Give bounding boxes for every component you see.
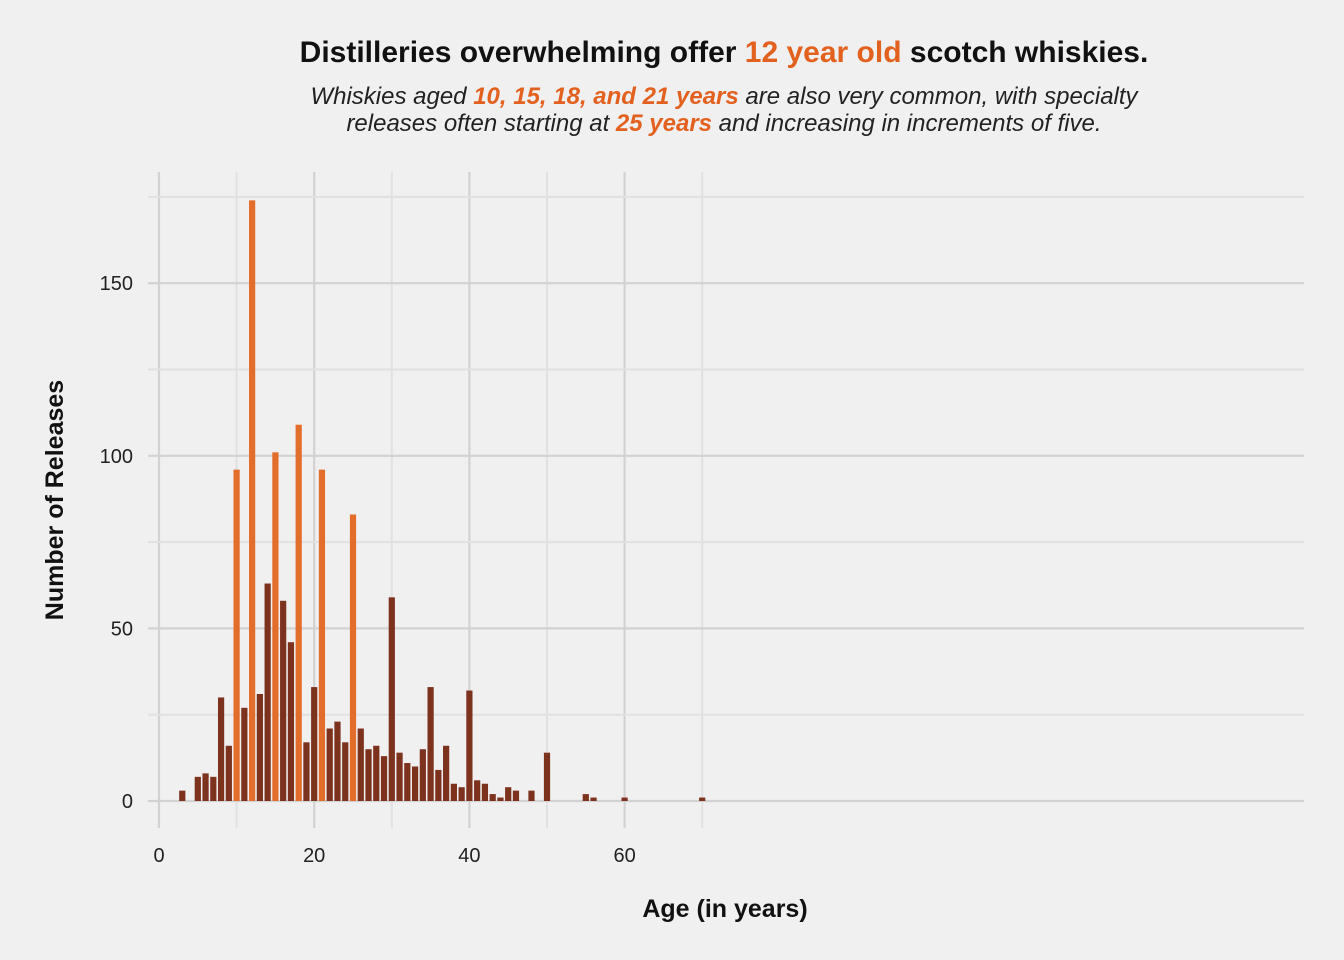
subtitle-line-2-end: and increasing in increments of five. <box>712 110 1102 137</box>
bar-age-70 <box>699 797 706 801</box>
bar-age-60 <box>621 797 628 801</box>
bar-age-19 <box>303 742 310 801</box>
x-tick-label: 60 <box>613 845 635 867</box>
bar-age-34 <box>419 749 426 801</box>
y-tick-label: 50 <box>111 618 133 640</box>
bar-age-46 <box>512 790 520 801</box>
bar-age-41 <box>474 780 481 801</box>
subtitle-line-1-start: Whiskies aged <box>310 83 474 110</box>
chart-title: Distilleries overwhelming offer 12 year … <box>0 36 1344 70</box>
bar-age-24 <box>342 742 349 801</box>
bar-age-40 <box>466 690 473 801</box>
bar-age-16 <box>280 600 287 801</box>
subtitle-line-2: releases often starting at 25 years and … <box>0 110 1344 137</box>
bar-age-18 <box>295 424 302 801</box>
bar-age-28 <box>373 745 380 801</box>
bar-age-38 <box>450 783 457 801</box>
subtitle-line-1: Whiskies aged 10, 15, 18, and 21 years a… <box>0 83 1344 110</box>
chart-subtitle: Whiskies aged 10, 15, 18, and 21 years a… <box>0 83 1344 137</box>
subtitle-line-2-start: releases often starting at <box>346 110 616 137</box>
bar-age-14 <box>264 583 271 801</box>
y-tick-label: 100 <box>100 446 133 468</box>
bar-age-39 <box>458 787 465 801</box>
y-tick-label: 0 <box>122 791 133 813</box>
x-tick-label: 0 <box>153 845 164 867</box>
bar-age-21 <box>318 469 326 801</box>
bar-age-25 <box>349 514 357 801</box>
bar-age-50 <box>543 752 551 801</box>
bar-age-12 <box>249 200 256 802</box>
bar-age-11 <box>241 707 248 801</box>
bar-age-45 <box>505 787 512 801</box>
bar-age-8 <box>217 697 225 801</box>
bar-age-31 <box>396 752 403 801</box>
bar-age-33 <box>411 766 419 801</box>
bar-age-36 <box>435 769 442 801</box>
title-text-start: Distilleries overwhelming offer <box>299 36 745 69</box>
bar-age-22 <box>326 728 333 801</box>
bar-age-29 <box>380 756 388 801</box>
bar-age-7 <box>210 776 217 801</box>
bar-age-42 <box>481 783 489 801</box>
bar-age-35 <box>427 687 434 801</box>
x-axis-label: Age (in years) <box>642 895 807 923</box>
bar-age-43 <box>489 794 496 801</box>
bar-age-44 <box>497 797 504 801</box>
x-tick-label: 20 <box>303 845 325 867</box>
bar-age-20 <box>311 687 318 801</box>
bar-age-55 <box>582 794 589 801</box>
title-highlight: 12 year old <box>744 36 902 69</box>
tick-labels: 0 20 40 60 0 50 100 150 <box>100 273 636 867</box>
bar-age-6 <box>202 773 209 801</box>
bar-age-9 <box>225 745 232 801</box>
subtitle-line-1-end: are also very common, with specialty <box>738 83 1138 110</box>
subtitle-highlight-ages: 10, 15, 18, and 21 years <box>473 83 739 110</box>
bar-age-48 <box>528 790 535 801</box>
y-axis-label: Number of Releases <box>41 380 69 620</box>
bar-age-3 <box>179 790 186 801</box>
bar-age-27 <box>365 749 372 801</box>
bars <box>179 200 706 802</box>
x-tick-label: 40 <box>458 845 480 867</box>
bar-age-37 <box>443 745 450 801</box>
bar-age-13 <box>256 693 263 801</box>
bar-age-56 <box>590 797 597 801</box>
title-text-end: scotch whiskies. <box>901 36 1149 69</box>
bar-age-10 <box>233 469 240 801</box>
bar-age-5 <box>194 776 201 801</box>
bar-age-17 <box>287 642 295 801</box>
bar-age-32 <box>404 763 411 801</box>
bar-age-23 <box>334 721 341 801</box>
subtitle-highlight-25: 25 years <box>615 110 713 137</box>
y-tick-label: 150 <box>100 273 133 295</box>
bar-age-30 <box>388 597 395 801</box>
bar-age-15 <box>272 452 279 801</box>
bar-age-26 <box>357 728 364 801</box>
